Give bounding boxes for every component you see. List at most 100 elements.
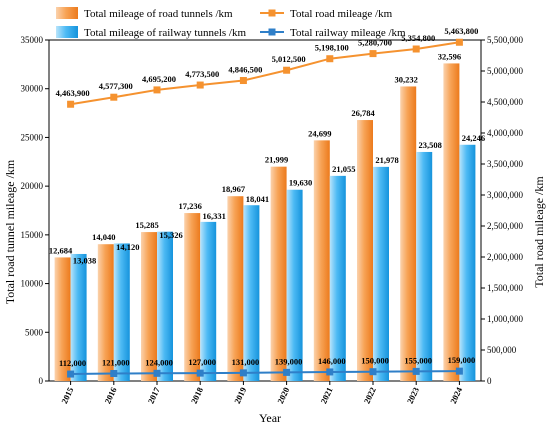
legend-marker-railway-mileage <box>268 28 276 36</box>
road-tunnel-data-label: 21,999 <box>265 155 288 165</box>
railway-mileage-data-label: 131,000 <box>232 357 260 367</box>
road-mileage-marker <box>283 66 291 74</box>
x-tick-label: 2023 <box>405 386 421 406</box>
railway-mileage-marker <box>283 368 291 376</box>
railway-tunnel-bar <box>329 175 346 381</box>
x-tick-label: 2021 <box>318 386 334 406</box>
legend-label-railway-tunnels: Total mileage of railway tunnels /km <box>84 27 246 39</box>
railway-mileage-marker <box>67 370 75 378</box>
x-tick-label: 2024 <box>448 385 465 405</box>
railway-mileage-data-label: 127,000 <box>188 357 216 367</box>
railway-mileage-data-label: 112,000 <box>59 358 86 368</box>
y-left-tick-label: 5000 <box>25 327 44 337</box>
y-left-tick-label: 0 <box>39 376 44 386</box>
railway-mileage-line <box>70 370 460 376</box>
railway-mileage-data-label: 139,000 <box>275 356 303 366</box>
road-mileage-data-label: 5,354,800 <box>401 33 435 43</box>
road-tunnel-data-label: 30,232 <box>395 74 418 84</box>
y-axis-left-title: Total road tunnel mileage /km <box>3 159 17 304</box>
road-tunnel-bar <box>97 244 114 381</box>
legend-swatch-railway-tunnels <box>56 26 78 38</box>
railway-tunnel-bar <box>373 166 389 381</box>
railway-mileage-data-label: 124,000 <box>145 357 173 367</box>
y-right-tick-label: 1,000,000 <box>487 314 524 324</box>
railway-tunnel-data-label: 21,055 <box>332 164 355 174</box>
road-tunnel-data-label: 14,040 <box>92 232 115 242</box>
plot-area: 0 5000 10000 15000 20000 25000 30000 35000 0 500,… <box>21 26 524 405</box>
x-tick-label: 2015 <box>59 386 75 406</box>
road-tunnel-data-label: 26,784 <box>351 108 375 118</box>
y-axis-right-title: Total road mileage /km <box>532 176 546 288</box>
road-tunnel-data-label: 24,699 <box>308 128 331 138</box>
road-tunnel-data-label: 15,285 <box>135 220 158 230</box>
road-mileage-marker <box>196 81 204 89</box>
railway-tunnel-data-label: 13,038 <box>73 255 96 265</box>
railway-mileage-data-label: 146,000 <box>318 356 346 366</box>
railway-tunnel-bar <box>113 243 130 381</box>
legend-swatch-road-tunnels <box>56 7 78 19</box>
road-tunnel-data-label: 12,684 <box>49 245 73 255</box>
y-left-tick-label: 25000 <box>21 132 44 142</box>
road-mileage-marker <box>239 77 247 85</box>
y-right-tick-label: 2,500,000 <box>487 221 524 231</box>
railway-mileage-marker <box>326 368 334 376</box>
y-right-tick-label: 0 <box>487 376 492 386</box>
railway-tunnel-data-label: 15,326 <box>159 230 182 240</box>
railway-tunnel-bar <box>416 151 433 381</box>
y-left-tick-label: 35000 <box>21 35 44 45</box>
y-right-tick-label: 2,000,000 <box>487 252 524 262</box>
x-tick-label: 2019 <box>232 386 248 406</box>
railway-mileage-data-label: 155,000 <box>404 355 432 365</box>
road-mileage-marker <box>67 100 75 108</box>
legend-marker-road-mileage <box>268 9 276 17</box>
road-mileage-marker <box>369 50 377 58</box>
railway-mileage-marker <box>110 369 118 377</box>
railway-tunnel-data-label: 18,041 <box>246 194 269 204</box>
road-mileage-data-label: 5,280,700 <box>358 38 392 48</box>
road-tunnel-data-label: 32,596 <box>438 51 461 61</box>
railway-tunnel-bar <box>459 144 476 381</box>
railway-tunnel-bar <box>286 189 303 381</box>
x-tick-label: 2016 <box>102 386 118 406</box>
y-left-tick-label: 20000 <box>21 181 44 191</box>
railway-tunnel-data-label: 23,508 <box>419 140 442 150</box>
railway-tunnel-data-label: 24,246 <box>462 133 485 143</box>
y-right-tick-label: 5,000,000 <box>487 66 524 76</box>
road-tunnel-data-label: 18,967 <box>222 184 246 194</box>
road-tunnel-data-label: 17,236 <box>179 201 202 211</box>
road-mileage-marker <box>412 45 420 53</box>
railway-tunnel-data-label: 14,120 <box>116 242 139 252</box>
x-tick-label: 2020 <box>275 386 291 406</box>
x-axis-title: Year <box>259 411 281 425</box>
y-right-tick-label: 500,000 <box>487 345 517 355</box>
railway-mileage-data-label: 159,000 <box>448 355 476 365</box>
road-tunnel-bar <box>54 257 71 381</box>
road-mileage-data-label: 4,577,300 <box>99 81 133 91</box>
y-right-tick-label: 3,500,000 <box>487 159 524 169</box>
y-right-tick-label: 4,500,000 <box>487 97 524 107</box>
plot-frame <box>48 39 482 382</box>
y-left-tick-label: 10000 <box>21 279 44 289</box>
road-mileage-marker <box>153 86 161 94</box>
road-mileage-marker <box>455 38 463 46</box>
railway-tunnel-data-label: 21,978 <box>375 155 398 165</box>
legend-label-road-tunnels: Total mileage of road tunnels /km <box>84 8 233 20</box>
road-mileage-data-label: 4,695,200 <box>142 74 176 84</box>
y-right-tick-label: 1,500,000 <box>487 283 524 293</box>
railway-tunnel-data-label: 16,331 <box>203 211 226 221</box>
road-mileage-data-label: 5,012,500 <box>272 54 306 64</box>
railway-mileage-marker <box>239 369 247 377</box>
road-mileage-marker <box>326 55 334 63</box>
railway-tunnel-bar <box>200 221 217 381</box>
road-tunnel-bar <box>400 86 417 381</box>
legend: Total mileage of road tunnels /km Total m… <box>56 7 406 39</box>
road-tunnel-bar <box>357 120 373 382</box>
road-tunnel-bar <box>184 213 201 381</box>
railway-mileage-marker <box>196 369 204 377</box>
y-right-tick-label: 5,500,000 <box>487 35 524 45</box>
road-mileage-data-label: 5,463,800 <box>444 26 478 36</box>
railway-mileage-marker <box>369 368 377 376</box>
railway-mileage-data-label: 121,000 <box>102 357 130 367</box>
x-tick-label: 2022 <box>362 386 378 406</box>
